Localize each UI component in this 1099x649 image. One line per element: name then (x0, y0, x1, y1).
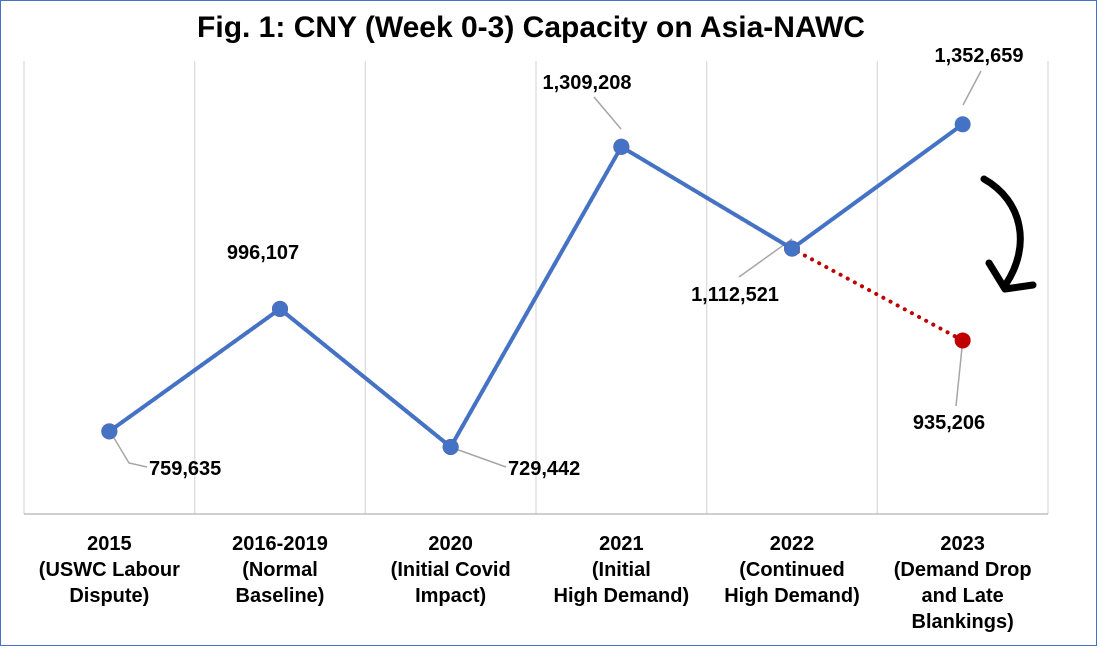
leader-line-0 (110, 432, 148, 468)
marker-s1-1 (272, 300, 288, 317)
category-label-5: 2023 (Demand Drop and Late Blankings) (894, 533, 1032, 633)
data-label-2: 729,442 (508, 458, 580, 480)
leader-lines (110, 70, 982, 468)
series-line-1 (107, 122, 965, 449)
marker-s1-3 (613, 138, 630, 155)
leader-line-6 (962, 70, 982, 106)
data-label-6: 1,352,659 (935, 45, 1024, 67)
data-label-4: 1,112,521 (691, 284, 779, 306)
series-markers (101, 116, 971, 455)
data-label-3: 1,309,208 (543, 72, 632, 94)
category-labels: 2015 (USWC Labour Dispute) 2016-2019 (Normal… (39, 533, 1032, 633)
leader-line-5 (955, 337, 964, 407)
gridlines (23, 61, 1049, 514)
data-label-5: 935,206 (913, 412, 985, 434)
category-label-4: 2022 (Continued High Demand) (724, 533, 860, 607)
data-label-1: 996,107 (227, 242, 299, 264)
chart-title: Fig. 1: CNY (Week 0-3) Capacity on Asia-… (197, 11, 865, 44)
marker-s0-5 (954, 332, 971, 349)
category-label-3: 2021 (Initial High Demand) (554, 533, 690, 607)
marker-s1-0 (101, 423, 118, 440)
category-label-1: 2016-2019 (Normal Baseline) (232, 533, 328, 607)
series-line-0 (107, 144, 965, 449)
data-labels: 759,635 996,107 729,442 1,309,208 1,112,521 9… (149, 45, 1023, 480)
category-label-0: 2015 (USWC Labour Dispute) (39, 533, 180, 607)
leader-line-3 (593, 96, 622, 130)
marker-s1-5 (954, 116, 971, 133)
curved-arrow-icon (980, 175, 1037, 293)
leader-line-2 (452, 447, 507, 468)
marker-s1-4 (784, 240, 800, 257)
marker-s1-2 (442, 438, 459, 455)
data-label-0: 759,635 (149, 458, 221, 480)
category-label-2: 2020 (Initial Covid Impact) (391, 533, 511, 607)
series-lines (107, 122, 965, 449)
